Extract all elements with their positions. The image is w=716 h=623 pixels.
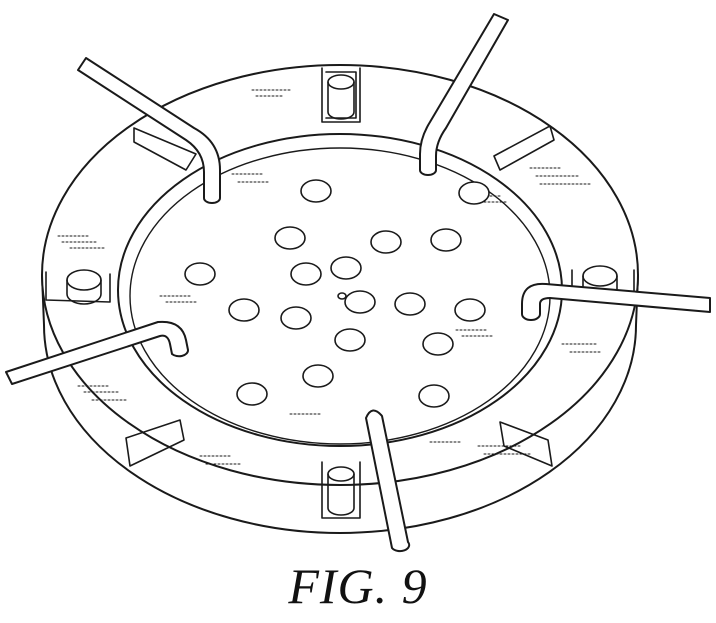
plate-inner-edge xyxy=(118,134,562,446)
patent-drawing xyxy=(0,0,716,560)
figure-caption: FIG. 9 xyxy=(0,556,716,616)
